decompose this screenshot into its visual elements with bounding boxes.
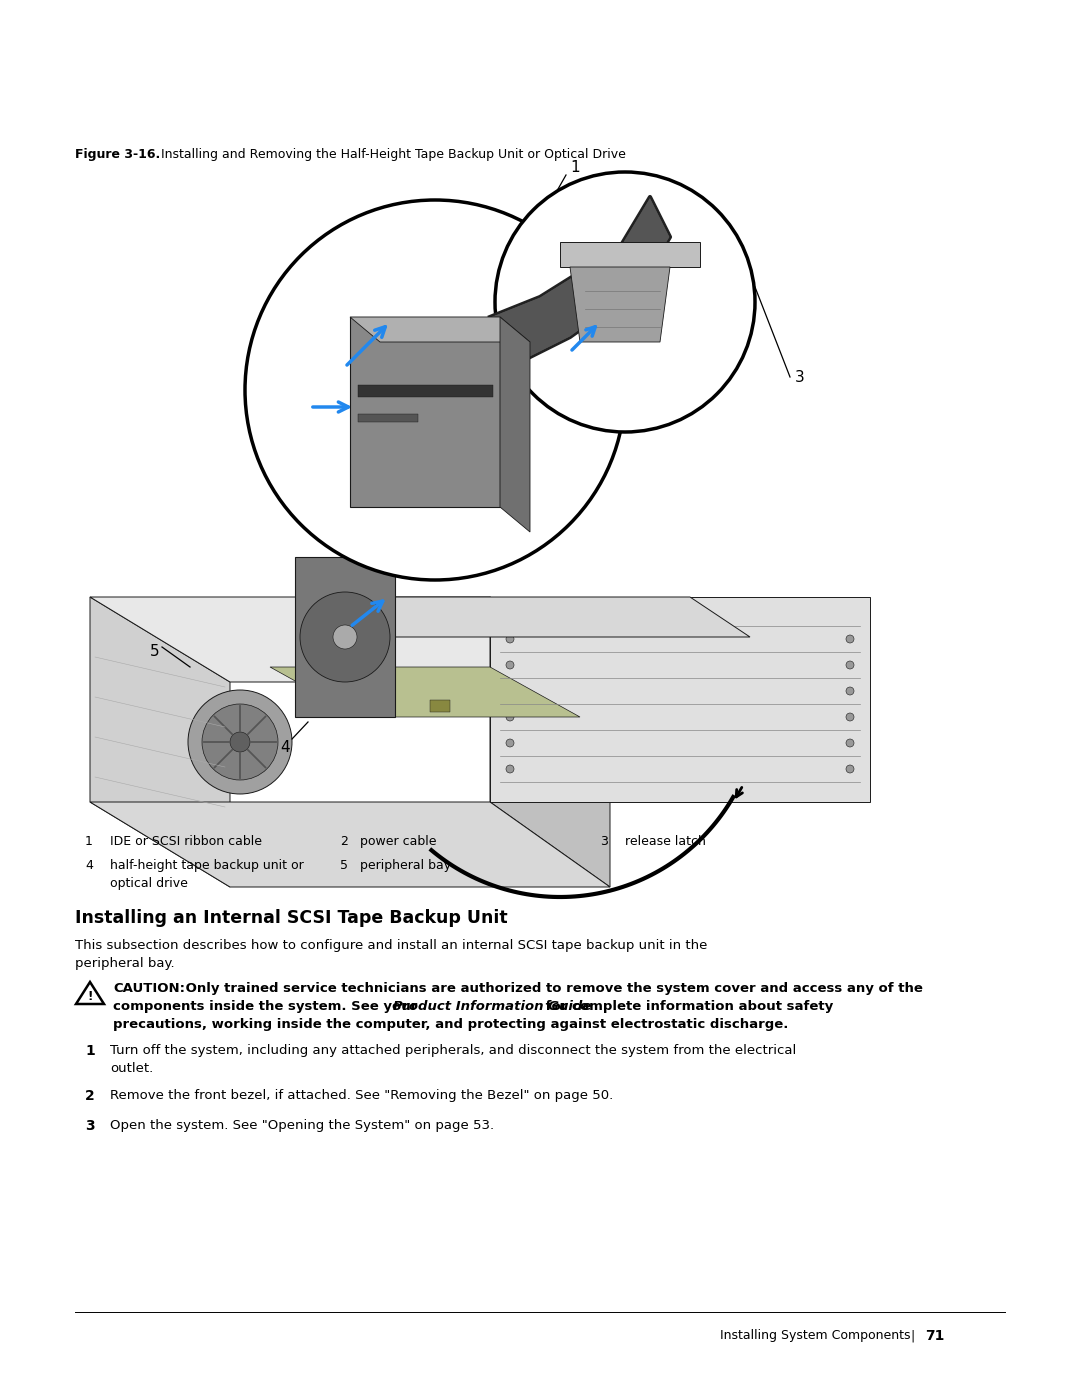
Text: 1: 1 bbox=[570, 159, 580, 175]
Polygon shape bbox=[500, 317, 530, 532]
Text: Installing an Internal SCSI Tape Backup Unit: Installing an Internal SCSI Tape Backup … bbox=[75, 909, 508, 928]
Bar bbox=[357, 386, 492, 397]
Circle shape bbox=[507, 766, 514, 773]
Polygon shape bbox=[561, 242, 700, 267]
Text: 5: 5 bbox=[150, 644, 160, 659]
Text: |: | bbox=[910, 1329, 915, 1343]
Circle shape bbox=[507, 636, 514, 643]
Text: 1: 1 bbox=[85, 835, 93, 848]
Text: Product Information Guide: Product Information Guide bbox=[393, 1000, 592, 1013]
Text: 5: 5 bbox=[340, 859, 348, 872]
Text: Installing and Removing the Half-Height Tape Backup Unit or Optical Drive: Installing and Removing the Half-Height … bbox=[145, 148, 626, 161]
Text: 3: 3 bbox=[795, 369, 805, 384]
Circle shape bbox=[846, 712, 854, 721]
Circle shape bbox=[245, 200, 625, 580]
Circle shape bbox=[507, 739, 514, 747]
Circle shape bbox=[300, 592, 390, 682]
Polygon shape bbox=[320, 597, 750, 637]
Text: optical drive: optical drive bbox=[110, 877, 188, 890]
Text: 2: 2 bbox=[340, 835, 348, 848]
Circle shape bbox=[495, 172, 755, 432]
Text: outlet.: outlet. bbox=[110, 1062, 153, 1076]
Text: IDE or SCSI ribbon cable: IDE or SCSI ribbon cable bbox=[110, 835, 262, 848]
Polygon shape bbox=[490, 597, 610, 887]
Text: !: ! bbox=[87, 990, 93, 1003]
Text: for complete information about safety: for complete information about safety bbox=[541, 1000, 834, 1013]
Text: 4: 4 bbox=[85, 859, 93, 872]
Circle shape bbox=[333, 624, 357, 650]
Polygon shape bbox=[350, 317, 530, 342]
Text: peripheral bay.: peripheral bay. bbox=[75, 957, 175, 970]
Text: Open the system. See "Opening the System" on page 53.: Open the system. See "Opening the System… bbox=[110, 1119, 495, 1132]
Text: CAUTION:: CAUTION: bbox=[113, 982, 185, 995]
Text: half-height tape backup unit or: half-height tape backup unit or bbox=[110, 859, 303, 872]
Polygon shape bbox=[570, 267, 670, 342]
Circle shape bbox=[846, 636, 854, 643]
Text: precautions, working inside the computer, and protecting against electrostatic d: precautions, working inside the computer… bbox=[113, 1018, 788, 1031]
Polygon shape bbox=[350, 317, 500, 507]
Circle shape bbox=[202, 704, 278, 780]
Text: 3: 3 bbox=[85, 1119, 95, 1133]
Text: peripheral bay: peripheral bay bbox=[360, 859, 451, 872]
Text: components inside the system. See your: components inside the system. See your bbox=[113, 1000, 422, 1013]
Circle shape bbox=[846, 739, 854, 747]
Bar bbox=[430, 700, 450, 712]
Text: Remove the front bezel, if attached. See "Removing the Bezel" on page 50.: Remove the front bezel, if attached. See… bbox=[110, 1090, 613, 1102]
Polygon shape bbox=[90, 597, 610, 682]
Polygon shape bbox=[90, 597, 230, 887]
Bar bbox=[310, 700, 330, 712]
Circle shape bbox=[230, 732, 249, 752]
Text: This subsection describes how to configure and install an internal SCSI tape bac: This subsection describes how to configu… bbox=[75, 939, 707, 951]
Text: power cable: power cable bbox=[360, 835, 436, 848]
Polygon shape bbox=[490, 597, 870, 802]
Circle shape bbox=[507, 661, 514, 669]
Circle shape bbox=[846, 766, 854, 773]
Text: release latch: release latch bbox=[625, 835, 706, 848]
Text: 3: 3 bbox=[600, 835, 608, 848]
Text: 1: 1 bbox=[85, 1044, 95, 1058]
Polygon shape bbox=[90, 802, 610, 887]
Polygon shape bbox=[270, 666, 580, 717]
Text: 2: 2 bbox=[660, 194, 670, 210]
Circle shape bbox=[846, 687, 854, 694]
Circle shape bbox=[188, 690, 292, 793]
Polygon shape bbox=[76, 982, 104, 1004]
Text: 4: 4 bbox=[280, 739, 289, 754]
Text: 2: 2 bbox=[85, 1090, 95, 1104]
Circle shape bbox=[846, 661, 854, 669]
Bar bbox=[370, 700, 390, 712]
Text: Installing System Components: Installing System Components bbox=[720, 1329, 910, 1343]
Polygon shape bbox=[295, 557, 395, 717]
Text: Figure 3-16.: Figure 3-16. bbox=[75, 148, 160, 161]
Bar bbox=[357, 414, 418, 422]
Text: Turn off the system, including any attached peripherals, and disconnect the syst: Turn off the system, including any attac… bbox=[110, 1044, 796, 1058]
Text: 71: 71 bbox=[924, 1329, 944, 1343]
Text: Only trained service technicians are authorized to remove the system cover and a: Only trained service technicians are aut… bbox=[181, 982, 923, 995]
Circle shape bbox=[507, 712, 514, 721]
Circle shape bbox=[507, 687, 514, 694]
Polygon shape bbox=[490, 197, 670, 358]
